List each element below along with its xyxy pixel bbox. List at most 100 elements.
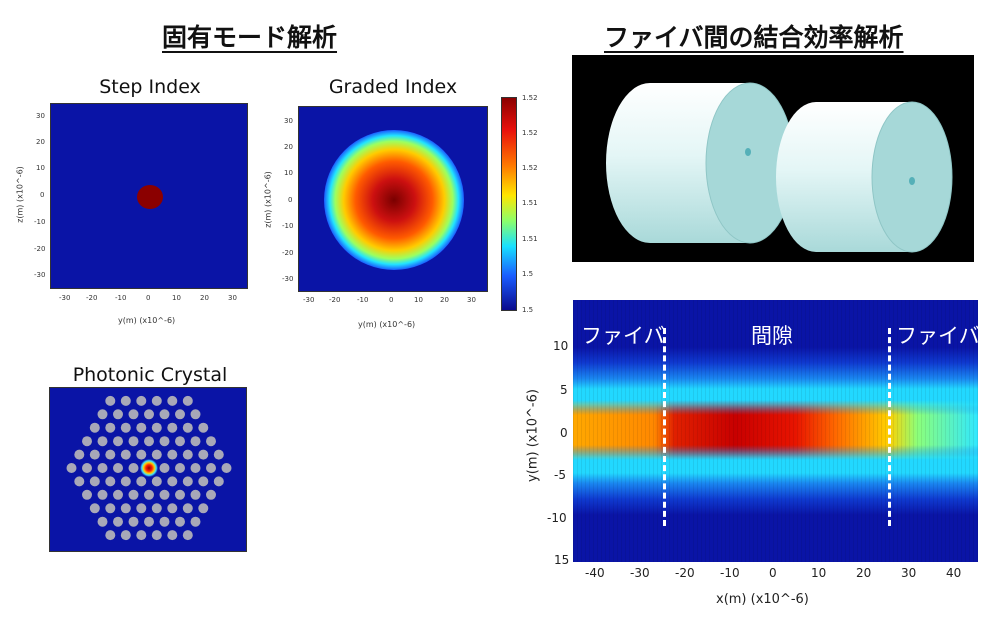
step-index-title: Step Index bbox=[99, 76, 201, 98]
air-hole bbox=[136, 395, 147, 406]
coupling-x-tick: 0 bbox=[769, 566, 777, 580]
step-x-label: y(m) (x10^-6) bbox=[118, 316, 176, 325]
step-x-tick: 20 bbox=[200, 294, 209, 302]
fiber-3d-render bbox=[572, 55, 974, 262]
air-hole bbox=[82, 489, 92, 500]
right-fiber-boundary bbox=[888, 328, 891, 526]
air-hole bbox=[190, 463, 201, 473]
air-hole bbox=[105, 530, 116, 541]
graded-x-label: y(m) (x10^-6) bbox=[358, 320, 416, 329]
graded-x-tick: 0 bbox=[389, 296, 394, 304]
air-hole bbox=[136, 449, 147, 460]
coupling-field-plot: ファイバ 間隙 ファイバ bbox=[573, 300, 978, 562]
graded-y-tick: 10 bbox=[284, 169, 293, 177]
graded-y-tick: 20 bbox=[284, 143, 293, 151]
air-hole bbox=[190, 436, 201, 447]
air-hole bbox=[89, 476, 100, 487]
air-hole bbox=[89, 422, 100, 433]
air-hole bbox=[206, 436, 216, 447]
air-hole bbox=[213, 476, 224, 487]
air-hole bbox=[167, 395, 178, 406]
air-hole bbox=[82, 463, 92, 473]
step-y-tick: -20 bbox=[34, 245, 46, 253]
step-x-tick: -10 bbox=[115, 294, 127, 302]
air-hole bbox=[128, 516, 139, 527]
coupling-x-tick: 40 bbox=[946, 566, 962, 580]
photonic-crystal-core-mode bbox=[140, 459, 158, 477]
air-hole bbox=[128, 409, 139, 420]
graded-y-label: z(m) (x10^-6) bbox=[263, 171, 273, 228]
air-hole bbox=[89, 449, 100, 460]
coupling-y-tick: -10 bbox=[547, 511, 567, 525]
air-hole bbox=[190, 409, 201, 420]
air-hole bbox=[144, 409, 154, 420]
graded-x-tick: 10 bbox=[414, 296, 423, 304]
coupling-x-tick: -20 bbox=[675, 566, 695, 580]
air-hole bbox=[151, 530, 162, 541]
air-hole bbox=[113, 436, 123, 447]
air-hole bbox=[167, 530, 178, 541]
air-hole bbox=[120, 422, 131, 433]
fiber-cylinders bbox=[606, 82, 953, 253]
air-hole bbox=[198, 449, 209, 460]
step-y-tick: -30 bbox=[34, 271, 46, 279]
air-hole bbox=[182, 422, 193, 433]
air-hole bbox=[128, 489, 139, 500]
coupling-x-label: x(m) (x10^-6) bbox=[716, 592, 809, 607]
air-hole bbox=[182, 530, 193, 541]
step-x-tick: -20 bbox=[86, 294, 98, 302]
colorbar-tick: 1.52 bbox=[522, 164, 538, 172]
air-hole bbox=[159, 409, 170, 420]
air-hole bbox=[136, 503, 147, 514]
colorbar-tick: 1.52 bbox=[522, 94, 538, 102]
graded-index-mode bbox=[324, 130, 464, 270]
air-hole bbox=[175, 436, 185, 447]
air-hole bbox=[105, 503, 116, 514]
air-hole bbox=[97, 516, 108, 527]
air-hole bbox=[136, 422, 147, 433]
air-hole bbox=[128, 436, 139, 447]
air-hole bbox=[113, 516, 123, 527]
colorbar-tick: 1.52 bbox=[522, 129, 538, 137]
air-hole bbox=[175, 463, 185, 473]
step-y-label: z(m) (x10^-6) bbox=[15, 166, 25, 223]
graded-y-tick: -30 bbox=[282, 275, 294, 283]
graded-x-tick: 20 bbox=[440, 296, 449, 304]
air-hole bbox=[159, 463, 170, 473]
air-hole bbox=[128, 463, 139, 473]
air-hole bbox=[221, 463, 232, 473]
left-heading: 固有モード解析 bbox=[162, 23, 338, 52]
air-hole bbox=[182, 395, 193, 406]
air-hole bbox=[167, 449, 178, 460]
coupling-y-tick: -5 bbox=[554, 468, 566, 482]
step-x-tick: 10 bbox=[172, 294, 181, 302]
air-hole bbox=[97, 463, 108, 473]
air-hole bbox=[151, 422, 162, 433]
step-y-tick: 20 bbox=[36, 138, 45, 146]
air-hole bbox=[182, 503, 193, 514]
step-y-tick: -10 bbox=[34, 218, 46, 226]
air-hole bbox=[175, 409, 185, 420]
step-x-tick: 0 bbox=[146, 294, 151, 302]
graded-x-tick: -30 bbox=[303, 296, 315, 304]
air-hole bbox=[167, 503, 178, 514]
colorbar bbox=[501, 97, 517, 311]
step-y-tick: 30 bbox=[36, 112, 45, 120]
air-hole bbox=[89, 503, 100, 514]
step-x-tick: 30 bbox=[228, 294, 237, 302]
coupling-y-tick: 5 bbox=[560, 383, 568, 397]
colorbar-tick: 1.5 bbox=[522, 306, 534, 314]
air-hole bbox=[105, 449, 116, 460]
core-band bbox=[573, 400, 978, 460]
colorbar-tick: 1.51 bbox=[522, 235, 538, 243]
air-hole bbox=[198, 503, 209, 514]
air-hole bbox=[151, 476, 162, 487]
coupling-x-tick: -30 bbox=[630, 566, 650, 580]
air-hole bbox=[175, 489, 185, 500]
air-hole bbox=[105, 422, 116, 433]
air-hole bbox=[66, 463, 77, 473]
coupling-y-tick: 10 bbox=[553, 339, 569, 353]
air-hole bbox=[97, 409, 108, 420]
air-hole bbox=[113, 463, 123, 473]
air-hole bbox=[151, 395, 162, 406]
